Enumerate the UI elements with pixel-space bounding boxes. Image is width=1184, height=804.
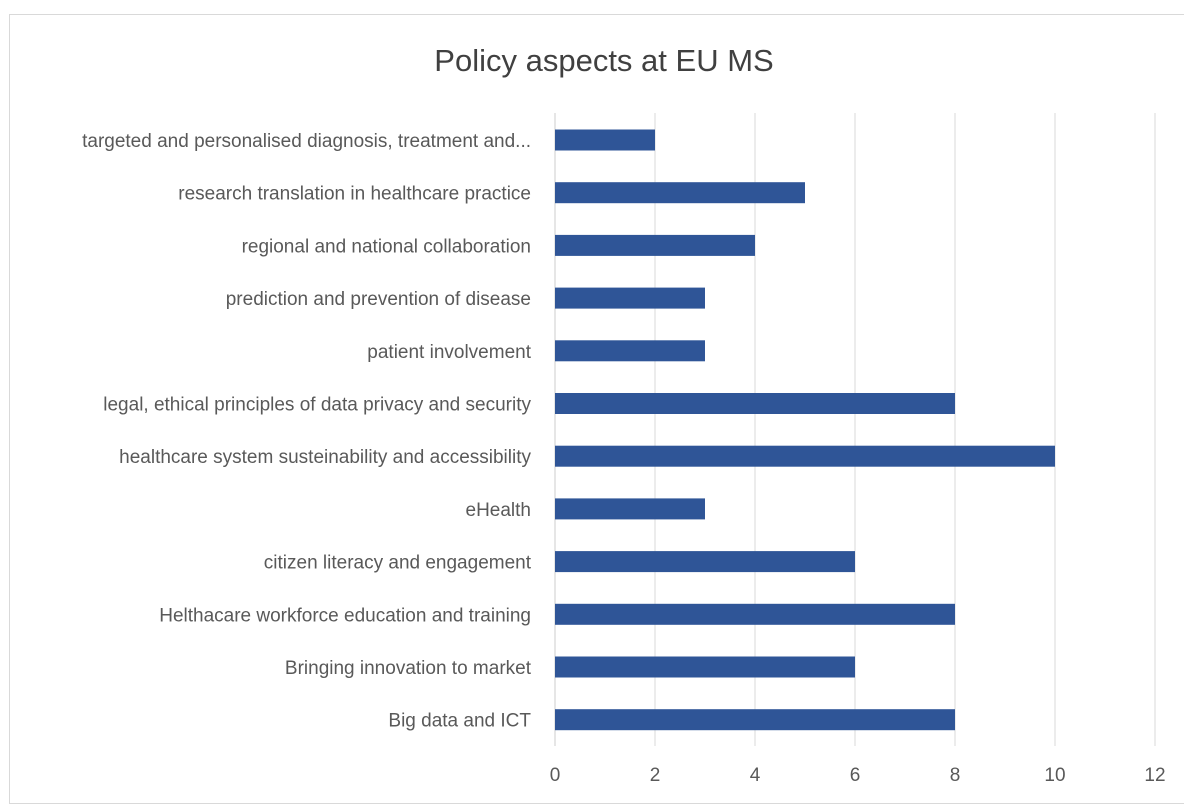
bar: [555, 340, 705, 362]
x-tick-label: 12: [1144, 765, 1165, 786]
category-label: Bringing innovation to market: [285, 658, 532, 679]
category-label: patient involvement: [367, 342, 531, 363]
x-tick-label: 6: [850, 765, 861, 786]
x-tick-label: 8: [950, 765, 961, 786]
bar: [555, 393, 955, 414]
bars: [555, 129, 1055, 731]
x-tick-labels: 0 2 4 6 8 10 12: [550, 765, 1166, 786]
bar: [555, 709, 955, 731]
bar: [555, 656, 855, 678]
category-label: regional and national collaboration: [242, 236, 531, 257]
gridlines: [554, 113, 1156, 746]
category-label: research translation in healthcare pract…: [178, 184, 531, 205]
x-tick-label: 10: [1044, 765, 1065, 786]
bar: [555, 287, 705, 309]
bar: [555, 129, 655, 151]
x-tick-label: 4: [750, 765, 761, 786]
category-label: targeted and personalised diagnosis, tre…: [82, 131, 531, 152]
x-tick-label: 2: [650, 765, 661, 786]
category-label: Helthacare workforce education and train…: [159, 605, 531, 626]
category-label: healthcare system susteinability and acc…: [119, 447, 531, 468]
category-label: prediction and prevention of disease: [226, 289, 531, 310]
bar: [555, 603, 955, 625]
category-labels: targeted and personalised diagnosis, tre…: [82, 131, 532, 732]
category-label: legal, ethical principles of data privac…: [103, 395, 531, 416]
chart-title: Policy aspects at EU MS: [434, 43, 773, 78]
category-label: eHealth: [466, 500, 532, 521]
bar: [555, 498, 705, 520]
bar: [555, 445, 1055, 467]
bar: [555, 551, 855, 573]
bar: [555, 182, 805, 204]
bar: [555, 234, 755, 256]
category-label: Big data and ICT: [388, 711, 531, 732]
x-tick-label: 0: [550, 765, 561, 786]
category-label: citizen literacy and engagement: [264, 553, 532, 574]
